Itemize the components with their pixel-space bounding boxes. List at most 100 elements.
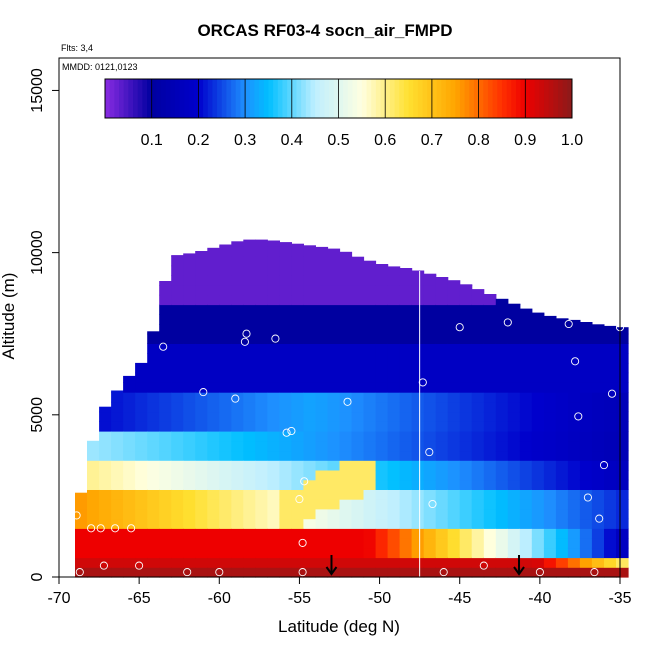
- field-cell: [519, 421, 533, 432]
- field-cell: [195, 285, 208, 296]
- field-cell: [351, 324, 365, 335]
- field-cell: [159, 450, 172, 461]
- field-cell: [339, 285, 353, 296]
- field-cell: [447, 333, 461, 344]
- field-cell: [159, 362, 172, 374]
- colorbar-segment: [109, 79, 115, 118]
- field-cell: [195, 450, 208, 461]
- field-cell: [604, 362, 617, 374]
- field-cell: [387, 528, 401, 539]
- field-cell: [459, 518, 473, 529]
- field-cell: [555, 318, 569, 325]
- field-cell: [375, 304, 389, 315]
- field-cell: [291, 343, 304, 354]
- field-cell: [291, 547, 304, 559]
- field-cell: [555, 547, 569, 559]
- colorbar-segment: [287, 79, 293, 118]
- field-cell: [591, 538, 605, 549]
- colorbar-segment: [469, 79, 475, 118]
- colorbar-segment: [338, 79, 344, 118]
- field-cell: [219, 401, 232, 413]
- field-cell: [495, 460, 509, 471]
- field-cell: [315, 567, 329, 578]
- sample-point: [343, 397, 352, 406]
- field-cell: [543, 528, 557, 539]
- sample-point: [564, 319, 573, 329]
- field-cell: [616, 333, 629, 344]
- field-cell: [279, 382, 292, 393]
- field-cell: [531, 314, 545, 325]
- field-cell: [207, 450, 220, 461]
- field-cell: [616, 538, 629, 549]
- field-cell: [616, 470, 629, 481]
- field-cell: [616, 362, 629, 374]
- field-cell: [219, 470, 232, 481]
- field-cell: [459, 362, 473, 374]
- field-cell: [604, 440, 617, 452]
- field-cell: [291, 401, 304, 413]
- field-cell: [579, 460, 593, 471]
- field-cell: [507, 303, 521, 306]
- field-cell: [531, 547, 545, 559]
- field-cell: [495, 324, 509, 335]
- field-cell: [435, 547, 449, 559]
- field-cell: [111, 518, 124, 529]
- colorbar-segment: [473, 79, 480, 118]
- field-cell: [604, 411, 617, 422]
- field-cell: [183, 538, 196, 549]
- field-cell: [135, 440, 148, 452]
- field-cell: [291, 333, 304, 344]
- field-cell: [604, 431, 617, 442]
- field-cell: [399, 547, 413, 559]
- field-cell: [447, 450, 461, 461]
- field-cell: [459, 440, 473, 452]
- field-cell: [543, 431, 557, 442]
- field-cell: [531, 440, 545, 452]
- field-cell: [99, 567, 112, 578]
- field-cell: [471, 538, 485, 549]
- field-cell: [279, 557, 292, 568]
- colorbar-segment: [478, 79, 484, 118]
- field-cell: [255, 239, 268, 247]
- sample-point: [599, 461, 609, 470]
- field-cell: [579, 440, 593, 452]
- field-cell: [303, 518, 316, 529]
- colorbar-segment: [137, 79, 143, 118]
- field-cell: [183, 401, 196, 413]
- field-cell: [219, 353, 232, 364]
- field-cell: [604, 372, 617, 383]
- field-cell: [531, 411, 545, 422]
- down-arrow-marker: [513, 555, 525, 576]
- y-tick-label: 15000: [29, 68, 46, 113]
- field-cell: [579, 450, 593, 461]
- field-cell: [411, 324, 425, 335]
- field-cell: [375, 567, 389, 578]
- field-cell: [483, 362, 497, 374]
- field-cell: [471, 324, 485, 335]
- field-cell: [291, 470, 304, 481]
- field-cell: [447, 440, 461, 452]
- field-cell: [327, 324, 341, 335]
- field-cell: [315, 431, 329, 442]
- colorbar-segment: [240, 79, 246, 118]
- field-cell: [543, 557, 557, 568]
- field-cell: [231, 265, 244, 276]
- field-cell: [279, 411, 292, 422]
- field-cell: [604, 333, 617, 344]
- field-cell: [351, 567, 365, 578]
- field-cell: [459, 431, 473, 442]
- field-cell: [435, 538, 449, 549]
- field-cell: [219, 333, 232, 344]
- field-cell: [495, 353, 509, 364]
- field-cell: [291, 265, 304, 276]
- field-cell: [267, 314, 280, 325]
- sample-point: [607, 389, 617, 398]
- field-cell: [459, 528, 473, 539]
- field-cell: [195, 479, 208, 490]
- field-cell: [531, 392, 545, 403]
- field-cell: [471, 343, 485, 354]
- field-cell: [555, 557, 569, 568]
- field-cell: [207, 440, 220, 452]
- field-cell: [219, 460, 232, 471]
- field-cell: [219, 518, 232, 529]
